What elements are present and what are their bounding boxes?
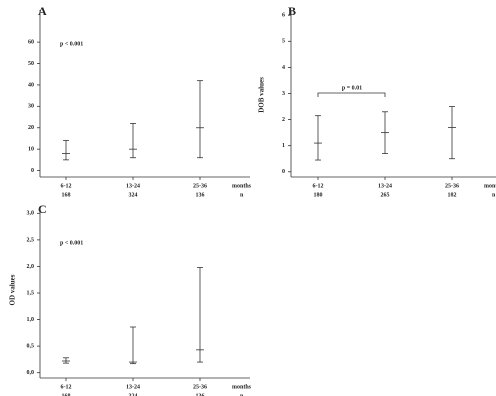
y-tick-label: 2,5 xyxy=(27,237,35,243)
n-label: 265 xyxy=(381,192,390,198)
y-tick-label: 3 xyxy=(282,91,285,97)
panel-letter: B xyxy=(288,4,296,18)
y-tick-label: 5 xyxy=(282,39,285,45)
y-tick-label: 20 xyxy=(28,125,34,131)
y-tick-label: 3,0 xyxy=(27,211,35,217)
y-tick-label: 1,0 xyxy=(27,317,35,323)
y-tick-label: 0,0 xyxy=(27,370,35,376)
x-tick-label: 13-24 xyxy=(126,384,140,390)
y-tick-label: 2 xyxy=(282,117,285,123)
x-unit: months xyxy=(232,183,252,189)
x-tick-label: 25-36 xyxy=(193,183,207,189)
y-axis-label: OD values xyxy=(9,274,17,305)
annotation: p < 0.001 xyxy=(60,240,83,246)
y-tick-label: 60 xyxy=(28,39,34,45)
annotation: p = 0.01 xyxy=(342,85,362,91)
y-tick-label: 4 xyxy=(282,65,285,71)
y-axis-label: DOB values xyxy=(258,77,266,113)
x-tick-label: 25-36 xyxy=(445,183,459,189)
annotation: p < 0.001 xyxy=(60,41,83,47)
y-tick-label: 30 xyxy=(28,104,34,110)
y-tick-label: 2,0 xyxy=(27,264,35,270)
x-tick-label: 13-24 xyxy=(378,183,392,189)
n-label: 136 xyxy=(196,393,205,396)
x-tick-label: 6-12 xyxy=(61,183,72,189)
y-tick-label: 1,5 xyxy=(27,290,35,296)
n-heading: n xyxy=(492,192,496,198)
y-tick-label: 1 xyxy=(282,143,285,149)
x-unit: months xyxy=(484,183,496,189)
x-tick-label: 13-24 xyxy=(126,183,140,189)
x-tick-label: 6-12 xyxy=(61,384,72,390)
n-label: 324 xyxy=(129,192,138,198)
y-tick-label: 0 xyxy=(282,169,285,175)
y-tick-label: 40 xyxy=(28,82,34,88)
x-tick-label: 25-36 xyxy=(193,384,207,390)
n-label: 180 xyxy=(314,192,323,198)
n-label: 182 xyxy=(448,192,457,198)
y-tick-label: 50 xyxy=(28,61,34,67)
significance-bracket xyxy=(317,92,386,97)
x-tick-label: 6-12 xyxy=(313,183,324,189)
y-tick-label: 0 xyxy=(31,168,34,174)
n-heading: n xyxy=(240,192,244,198)
y-tick-label: 6 xyxy=(282,13,285,19)
x-unit: months xyxy=(232,384,252,390)
n-label: 324 xyxy=(129,393,138,396)
n-label: 168 xyxy=(62,192,71,198)
y-tick-label: 10 xyxy=(28,147,34,153)
y-tick-label: 0,5 xyxy=(27,344,35,350)
n-heading: n xyxy=(240,393,244,396)
panel-letter: A xyxy=(38,4,47,18)
n-label: 168 xyxy=(62,393,71,396)
panel-letter: C xyxy=(38,202,47,216)
n-label: 136 xyxy=(196,192,205,198)
